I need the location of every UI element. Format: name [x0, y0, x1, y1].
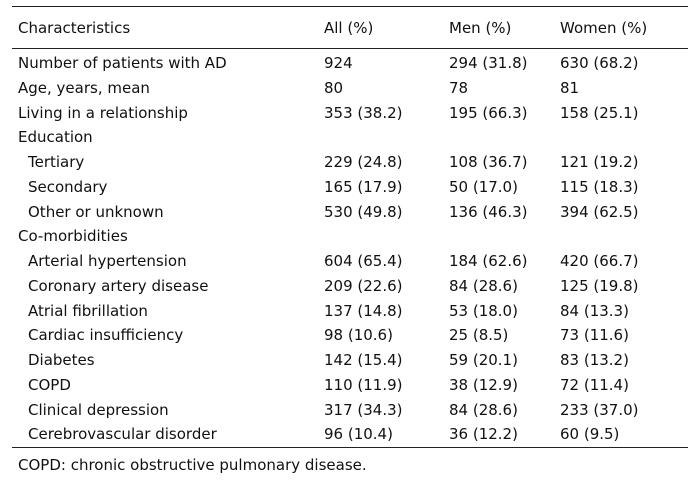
cell-all: 924: [324, 54, 353, 72]
cell-men: 38 (12.9): [449, 375, 518, 394]
table-row: Number of patients with AD 924 294 (31.8) 6…: [12, 51, 688, 75]
cell-all: 80: [324, 78, 344, 97]
section-row: Co-morbidities: [12, 224, 688, 248]
row-label: Co-morbidities: [18, 227, 128, 246]
cell-women: 394 (62.5): [560, 202, 639, 221]
row-label: Age, years, mean: [18, 78, 150, 97]
row-label: Arterial hypertension: [28, 252, 187, 270]
top-rule: [12, 6, 688, 7]
cell-women: 115 (18.3): [560, 177, 639, 196]
cell-women: 73 (11.6): [560, 326, 629, 345]
cell-men: 84 (28.6): [449, 400, 518, 419]
row-label: Living in a relationship: [18, 103, 188, 122]
cell-all: 209 (22.6): [324, 276, 403, 295]
cell-all: 165 (17.9): [324, 177, 403, 196]
cell-all: 229 (24.8): [324, 153, 403, 171]
table-row: Other or unknown 530 (49.8) 136 (46.3) 394 …: [12, 200, 688, 224]
cell-all: 604 (65.4): [324, 252, 403, 270]
table-row: Coronary artery disease 209 (22.6) 84 (28.…: [12, 274, 688, 298]
row-label: Coronary artery disease: [28, 276, 209, 295]
cell-women: 630 (68.2): [560, 54, 639, 72]
cell-men: 136 (46.3): [449, 202, 528, 221]
table-row: Cerebrovascular disorder 96 (10.4) 36 (12.…: [12, 422, 688, 446]
section-row: Education: [12, 125, 688, 149]
table-row: Tertiary 229 (24.8) 108 (36.7) 121 (19.2): [12, 150, 688, 174]
cell-all: 110 (11.9): [324, 375, 403, 394]
table-row: Living in a relationship 353 (38.2) 195 (6…: [12, 101, 688, 125]
table-row: Atrial fibrillation 137 (14.8) 53 (18.0) 84…: [12, 299, 688, 323]
bottom-rule: [12, 447, 688, 448]
cell-men: 59 (20.1): [449, 351, 518, 369]
row-label: COPD: [28, 375, 71, 394]
cell-women: 158 (25.1): [560, 103, 639, 122]
footnote: COPD: chronic obstructive pulmonary dise…: [18, 456, 367, 474]
row-label: Tertiary: [28, 153, 85, 171]
cell-all: 137 (14.8): [324, 301, 403, 320]
row-label: Clinical depression: [28, 400, 169, 419]
cell-women: 420 (66.7): [560, 252, 639, 270]
row-label: Secondary: [28, 177, 108, 196]
cell-men: 78: [449, 78, 469, 97]
row-label: Atrial fibrillation: [28, 301, 148, 320]
table-row: Arterial hypertension 604 (65.4) 184 (62.6…: [12, 249, 688, 273]
table-row: Secondary 165 (17.9) 50 (17.0) 115 (18.3): [12, 175, 688, 199]
cell-men: 53 (18.0): [449, 301, 518, 320]
table-row: Age, years, mean 80 78 81: [12, 76, 688, 100]
cell-all: 98 (10.6): [324, 326, 393, 345]
row-label: Cardiac insufficiency: [28, 326, 184, 345]
cell-women: 121 (19.2): [560, 153, 639, 171]
cell-women: 233 (37.0): [560, 400, 639, 419]
cell-men: 36 (12.2): [449, 425, 518, 444]
header-characteristics: Characteristics: [18, 19, 131, 37]
header-all: All (%): [324, 19, 374, 37]
row-label: Education: [18, 128, 93, 147]
table-row: Diabetes 142 (15.4) 59 (20.1) 83 (13.2): [12, 348, 688, 372]
cell-men: 294 (31.8): [449, 54, 528, 72]
header-row: Characteristics All (%) Men (%) Women (%…: [12, 16, 688, 40]
cell-women: 83 (13.2): [560, 351, 629, 369]
row-label: Cerebrovascular disorder: [28, 425, 217, 444]
cell-women: 125 (19.8): [560, 276, 639, 295]
cell-all: 317 (34.3): [324, 400, 403, 419]
cell-all: 530 (49.8): [324, 202, 403, 221]
header-rule: [12, 48, 688, 49]
cell-all: 96 (10.4): [324, 425, 393, 444]
row-label: Other or unknown: [28, 202, 164, 221]
cell-all: 142 (15.4): [324, 351, 403, 369]
cell-women: 84 (13.3): [560, 301, 629, 320]
cell-men: 84 (28.6): [449, 276, 518, 295]
cell-men: 108 (36.7): [449, 153, 528, 171]
cell-men: 184 (62.6): [449, 252, 528, 270]
cell-men: 50 (17.0): [449, 177, 518, 196]
table-row: Cardiac insufficiency 98 (10.6) 25 (8.5) 73…: [12, 323, 688, 347]
row-label: Diabetes: [28, 351, 95, 369]
row-label: Number of patients with AD: [18, 54, 227, 72]
cell-all: 353 (38.2): [324, 103, 403, 122]
cell-women: 60 (9.5): [560, 425, 620, 444]
header-men: Men (%): [449, 19, 512, 37]
cell-men: 25 (8.5): [449, 326, 509, 345]
table-row: Clinical depression 317 (34.3) 84 (28.6) 23…: [12, 398, 688, 422]
cell-women: 72 (11.4): [560, 375, 629, 394]
header-women: Women (%): [560, 19, 648, 37]
table-row: COPD 110 (11.9) 38 (12.9) 72 (11.4): [12, 373, 688, 397]
cell-men: 195 (66.3): [449, 103, 528, 122]
cell-women: 81: [560, 78, 580, 97]
